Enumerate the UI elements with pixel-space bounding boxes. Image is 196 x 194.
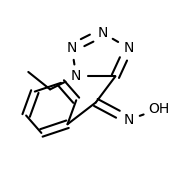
- Text: N: N: [123, 41, 134, 55]
- Text: N: N: [67, 41, 77, 55]
- Text: OH: OH: [148, 102, 170, 116]
- Text: N: N: [71, 69, 81, 83]
- Text: N: N: [123, 113, 134, 127]
- Text: N: N: [97, 26, 108, 40]
